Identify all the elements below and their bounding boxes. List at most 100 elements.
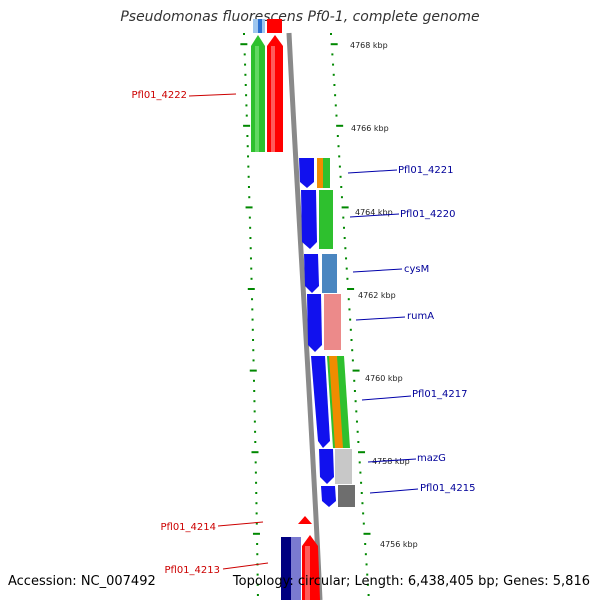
right-tick bbox=[338, 155, 341, 158]
right-tick bbox=[340, 186, 343, 188]
left-tick bbox=[256, 553, 259, 556]
right-tick bbox=[334, 94, 337, 97]
left-tick bbox=[247, 155, 250, 158]
left-tick bbox=[252, 532, 260, 535]
right-tick bbox=[351, 349, 354, 352]
left-tick bbox=[244, 73, 247, 76]
gene-mazg-gray bbox=[335, 449, 352, 484]
right-tick bbox=[338, 165, 341, 168]
left-tick bbox=[254, 471, 257, 474]
right-tick bbox=[353, 390, 356, 392]
left-tick bbox=[256, 594, 259, 596]
leader-pfl01-4215 bbox=[369, 488, 419, 494]
right-tick bbox=[366, 573, 369, 576]
left-tick bbox=[245, 104, 248, 107]
left-tick bbox=[245, 206, 253, 209]
left-tick-marks bbox=[240, 33, 260, 596]
leader-pfl01-4220 bbox=[349, 213, 400, 218]
gene-label-pfl01-4217: Pfl01_4217 bbox=[412, 389, 468, 400]
right-tick bbox=[357, 441, 360, 443]
right-tick bbox=[353, 379, 356, 382]
left-tick bbox=[246, 135, 249, 137]
left-tick bbox=[246, 145, 249, 148]
left-tick bbox=[243, 124, 251, 127]
right-tick bbox=[337, 145, 340, 148]
right-tick bbox=[358, 451, 366, 454]
left-tick bbox=[248, 196, 251, 199]
right-tick bbox=[336, 135, 339, 137]
right-tick-marks bbox=[330, 33, 371, 596]
left-tick bbox=[250, 277, 253, 280]
left-tick bbox=[255, 502, 258, 505]
left-tick bbox=[252, 379, 255, 382]
right-tick bbox=[360, 481, 363, 484]
left-tick bbox=[247, 165, 250, 168]
gene-label-pfl01-4214: Pfl01_4214 bbox=[160, 522, 216, 533]
gene-ruma-blue bbox=[307, 294, 322, 352]
gene-label-pfl01-4220: Pfl01_4220 bbox=[400, 209, 456, 220]
left-tick bbox=[251, 308, 254, 311]
right-tick bbox=[339, 175, 342, 178]
left-tick bbox=[251, 318, 254, 321]
right-tick bbox=[362, 522, 365, 525]
left-tick bbox=[251, 451, 259, 454]
right-tick bbox=[332, 73, 335, 76]
left-tick bbox=[240, 43, 248, 46]
left-tick bbox=[249, 237, 252, 239]
gene-pfl01-4213-navy bbox=[281, 537, 291, 600]
leader-pfl01-4222 bbox=[188, 93, 237, 97]
left-tick bbox=[256, 543, 259, 545]
gene-pfl01-4213-lavender bbox=[291, 537, 301, 600]
kbp-label-4764: 4764 kbp bbox=[355, 208, 393, 217]
right-tick bbox=[336, 124, 344, 127]
gene-top-blue bbox=[258, 19, 262, 33]
right-tick bbox=[345, 267, 348, 270]
left-tick bbox=[249, 247, 252, 250]
gene-label-mazg: mazG bbox=[417, 453, 446, 464]
right-tick bbox=[335, 114, 338, 117]
right-tick bbox=[354, 400, 357, 403]
left-tick bbox=[255, 492, 258, 494]
right-tick bbox=[363, 532, 371, 535]
gene-label-pfl01-4213: Pfl01_4213 bbox=[164, 565, 220, 576]
right-tick bbox=[360, 492, 363, 494]
gene-pfl01-4214-red bbox=[298, 516, 312, 524]
gene-label-ruma: rumA bbox=[407, 311, 434, 322]
gene-mazg-blue bbox=[319, 449, 334, 484]
leader-pfl01-4221 bbox=[347, 169, 398, 174]
left-tick bbox=[254, 430, 257, 433]
left-tick bbox=[245, 94, 248, 97]
gene-pfl01-4222-redhl bbox=[271, 46, 275, 152]
right-tick bbox=[333, 84, 336, 86]
left-tick bbox=[253, 390, 256, 392]
left-tick bbox=[245, 114, 248, 117]
gene-pfl01-4221-green bbox=[323, 158, 330, 188]
left-tick bbox=[256, 583, 259, 586]
right-tick bbox=[341, 206, 349, 209]
left-tick bbox=[249, 257, 252, 260]
right-tick bbox=[356, 430, 359, 433]
left-tick bbox=[247, 186, 250, 188]
gene-pfl01-4215-darkgray bbox=[338, 485, 355, 507]
kbp-label-4768: 4768 kbp bbox=[350, 41, 388, 50]
genome-summary-text: Topology: circular; Length: 6,438,405 bp… bbox=[232, 574, 590, 589]
kbp-label-4756: 4756 kbp bbox=[380, 540, 418, 549]
gene-cysm-blue bbox=[304, 254, 319, 293]
gene-pfl01-4221-blue bbox=[299, 158, 314, 188]
left-tick bbox=[252, 349, 255, 352]
right-tick bbox=[347, 288, 355, 290]
left-tick bbox=[255, 481, 258, 484]
gene-pfl01-4221-orange bbox=[317, 158, 323, 188]
gene-label-pfl01-4215: Pfl01_4215 bbox=[420, 483, 476, 494]
right-tick bbox=[367, 594, 370, 596]
left-tick bbox=[244, 84, 247, 86]
right-tick bbox=[352, 369, 360, 372]
right-tick bbox=[332, 63, 335, 66]
left-tick bbox=[243, 33, 245, 35]
kbp-label-4760: 4760 kbp bbox=[365, 374, 403, 383]
right-tick bbox=[346, 277, 349, 280]
gene-label-cysm: cysM bbox=[404, 264, 429, 275]
left-tick bbox=[255, 522, 258, 525]
right-tick bbox=[365, 563, 368, 566]
